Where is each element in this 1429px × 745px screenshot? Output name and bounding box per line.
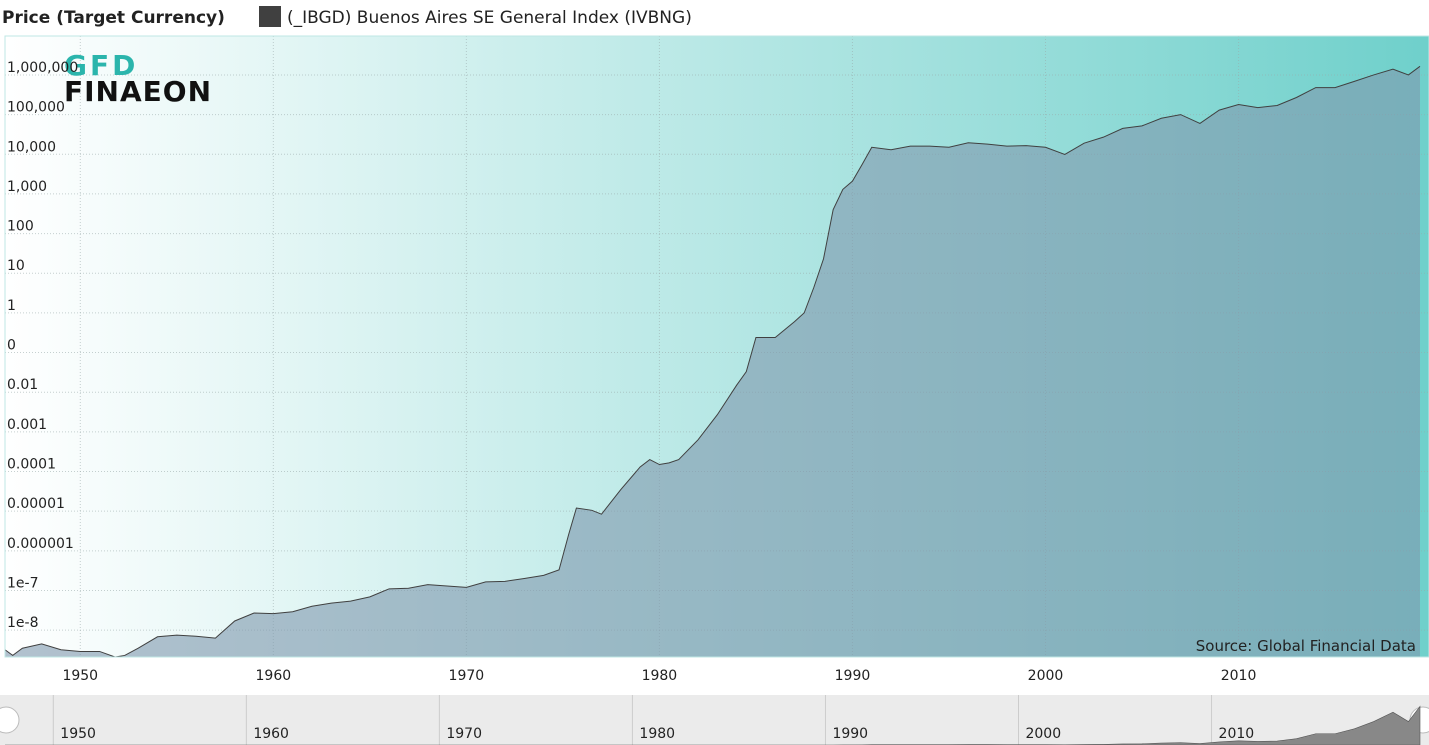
plot-border: [4, 35, 1429, 658]
y-tick-label: 1,000,000: [7, 60, 78, 76]
y-tick-label: 10,000: [7, 139, 56, 155]
navigator[interactable]: [0, 695, 1429, 745]
y-tick-label: 0.000001: [7, 536, 74, 552]
line: [4, 65, 1421, 658]
y-tick-label: 0.001: [7, 417, 47, 433]
y-tick-label: 1e-8: [7, 615, 38, 631]
y-tick-label: 100: [7, 219, 34, 235]
source: Source: Global Financial Data: [1196, 637, 1416, 655]
y-tick-label: 1,000: [7, 179, 47, 195]
x-tick-label: 1960: [256, 668, 292, 684]
y-tick-label: 1: [7, 298, 16, 314]
x-tick-label: 1950: [62, 668, 98, 684]
chart-title: Price (Target Currency): [2, 8, 225, 28]
navigator-label: 1980: [639, 726, 675, 742]
y-tick-label: 10: [7, 258, 25, 274]
y-tick-label: 0.00001: [7, 496, 65, 512]
x-tick-label: 1990: [835, 668, 871, 684]
x-tick-label: 1970: [449, 668, 485, 684]
y-tick-label: 100,000: [7, 100, 65, 116]
navigator-label: 1990: [832, 726, 868, 742]
legend-label[interactable]: (_IBGD) Buenos Aires SE General Index (I…: [287, 8, 692, 28]
x-tick-label: 2000: [1028, 668, 1064, 684]
logo-bottom: FINAEON: [64, 75, 212, 108]
x-tick-label: 1980: [642, 668, 678, 684]
y-tick-label: 0: [7, 338, 16, 354]
area: [5, 66, 1420, 657]
logo-top: GFD: [64, 49, 138, 82]
navigator-label: 2000: [1025, 726, 1061, 742]
navigator-area: [5, 705, 1421, 745]
legend-swatch: [259, 6, 281, 27]
y-tick-label: 1e-7: [7, 575, 38, 591]
y-tick-label: 0.01: [7, 377, 38, 393]
x-tick-label: 2010: [1221, 668, 1257, 684]
navigator-label: 1960: [253, 726, 289, 742]
navigator-label: 2010: [1219, 726, 1255, 742]
navigator-handle[interactable]: [0, 706, 20, 734]
navigator-label: 1970: [446, 726, 482, 742]
y-tick-label: 0.0001: [7, 457, 56, 473]
navigator-label: 1950: [60, 726, 96, 742]
